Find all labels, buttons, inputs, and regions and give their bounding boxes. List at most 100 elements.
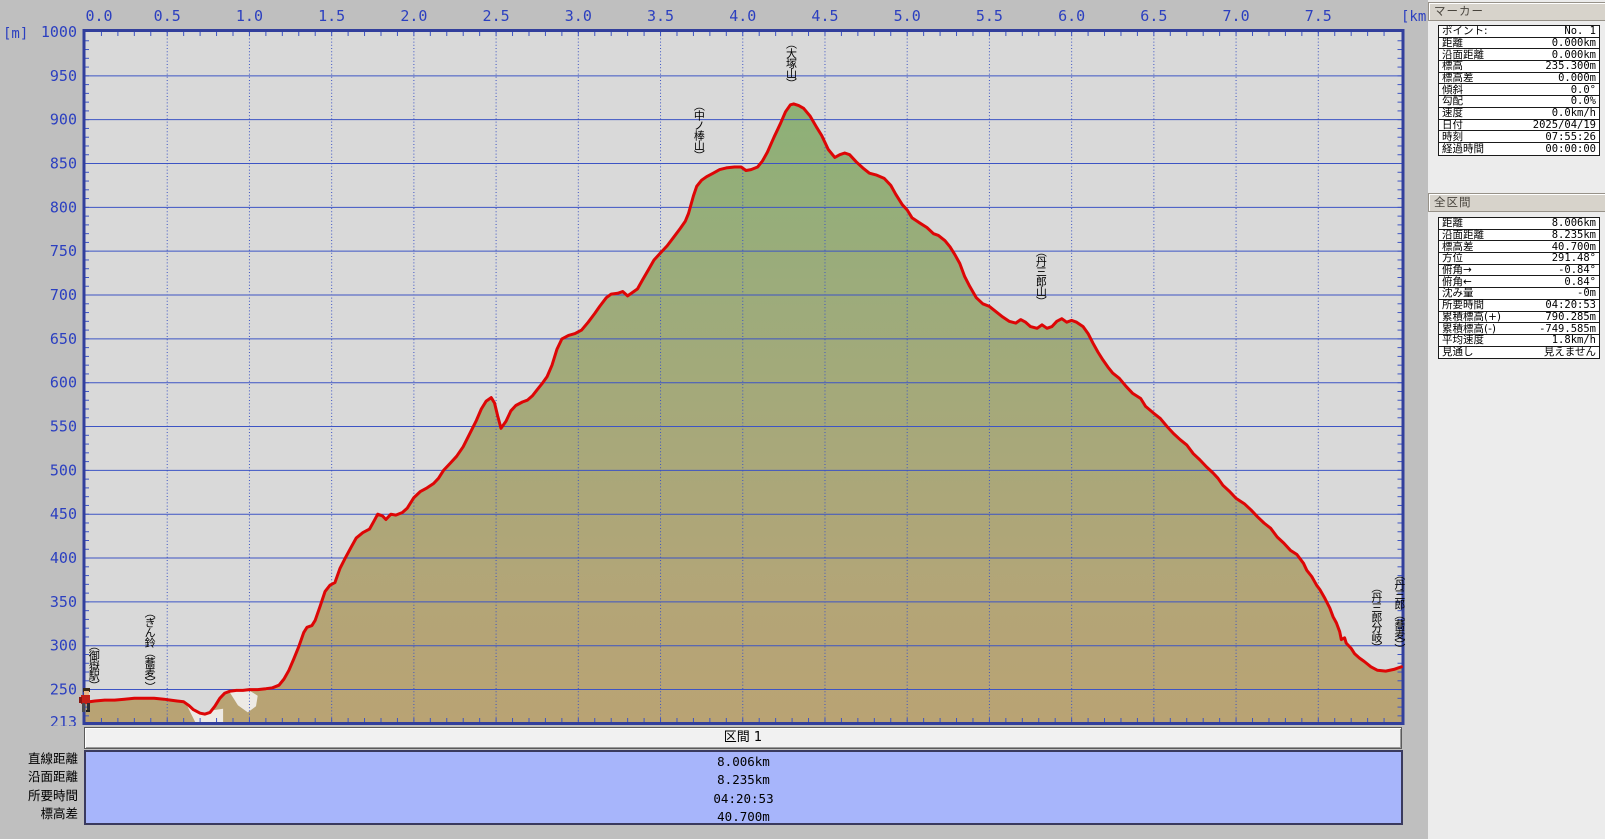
panel-row-value: 04:20:53: [1545, 299, 1596, 312]
x-tick-label: 2.0: [400, 7, 427, 25]
panel-row-label: 所要時間: [1442, 299, 1484, 312]
x-tick-label: 3.0: [565, 7, 592, 25]
panel-row: 傾斜 0.0°: [1439, 83, 1599, 97]
x-tick-label: 6.5: [1140, 7, 1167, 25]
panel-row: 標高差 40.700m: [1439, 240, 1599, 254]
y-tick-label: 300: [50, 637, 77, 655]
marker-panel-header[interactable]: マーカー: [1428, 2, 1605, 21]
hiker-icon: [79, 688, 90, 712]
x-tick-label: 1.5: [318, 7, 345, 25]
panel-row-value: 07:55:26: [1545, 130, 1596, 143]
x-tick-label: 5.5: [976, 7, 1003, 25]
y-axis-unit-label: [m]: [3, 26, 29, 42]
overall-panel-header[interactable]: 全区間: [1428, 193, 1605, 212]
panel-row-value: No. 1: [1564, 25, 1596, 38]
panel-row-value: 40.700m: [1551, 240, 1596, 253]
panel-row: 所要時間 04:20:53: [1439, 299, 1599, 312]
x-tick-label: 0.5: [154, 7, 181, 25]
panel-row-value: 8.006km: [1551, 217, 1596, 230]
y-tick-label: 950: [50, 67, 77, 85]
panel-row-value: -0m: [1577, 287, 1596, 300]
panel-row-label: 時刻: [1442, 130, 1463, 143]
x-tick-label: 0.0: [85, 7, 112, 25]
panel-row: 標高 235.300m: [1439, 61, 1599, 73]
panel-row-label: 累積標高(+): [1442, 310, 1501, 323]
y-tick-label: 500: [50, 461, 77, 479]
y-tick-label: 850: [50, 155, 77, 173]
panel-row-label: 標高: [1442, 60, 1463, 73]
y-tick-label: 250: [50, 681, 77, 699]
segment-value-elevation-diff: 40.700m: [717, 808, 770, 824]
panel-row: 俯角→ -0.84°: [1439, 264, 1599, 277]
panel-row-label: 沿面距離: [1442, 229, 1484, 242]
overall-table: 距離 8.006km 沿面距離 8.235km 標高差 40.700m 方位 291.48° 俯…: [1438, 217, 1600, 360]
x-tick-label: 1.0: [236, 7, 263, 25]
panel-row-label: 経過時間: [1442, 142, 1484, 155]
y-tick-label: 800: [50, 198, 77, 216]
y-tick-label: 350: [50, 593, 77, 611]
segment-row-label: 沿面距離: [27, 769, 78, 785]
y-tick-label: 450: [50, 505, 77, 523]
panel-row-value: 00:00:00: [1545, 142, 1596, 155]
segment-row-label: 標高差: [40, 805, 78, 821]
elevation-chart[interactable]: 0.0 0.5 1.0 1.5 2.0 2.5 3.0 3.5 4.0 4.5 5.0 5.5 6.0 6…: [0, 0, 1410, 726]
panel-row-value: 2025/04/19: [1532, 118, 1596, 131]
panel-row-label: 沿面距離: [1442, 48, 1484, 61]
segment-value-surface-distance: 8.235km: [717, 772, 770, 788]
panel-row-value: 1.8km/h: [1551, 334, 1596, 347]
segment-row-label: 所要時間: [27, 787, 78, 803]
panel-row: 累積標高(+) 790.285m: [1439, 310, 1599, 324]
panel-row: 距離 0.000km: [1439, 37, 1599, 50]
panel-row-value: 0.0°: [1570, 83, 1596, 96]
segment-row-labels: 直線距離 沿面距離 所要時間 標高差: [0, 750, 78, 823]
panel-row: 速度 0.0km/h: [1439, 107, 1599, 120]
segment-value-straight-distance: 8.006km: [717, 754, 770, 769]
panel-row-value: -0.84°: [1558, 264, 1596, 277]
panel-row-label: 累積標高(-): [1442, 322, 1496, 335]
panel-row-value: 0.0%: [1570, 95, 1596, 108]
x-tick-label: 7.0: [1223, 7, 1250, 25]
x-tick-label: 6.0: [1058, 7, 1085, 25]
x-tick-label: 4.5: [811, 7, 838, 25]
segment-values-box: 8.006km 8.235km 04:20:53 40.700m: [84, 750, 1403, 825]
chart-region: 0.0 0.5 1.0 1.5 2.0 2.5 3.0 3.5 4.0 4.5 5.0 5.5 6.0 6…: [0, 0, 1435, 726]
panel-row-value: 0.000km: [1551, 37, 1596, 50]
panel-row-value: 0.000km: [1551, 48, 1596, 61]
y-tick-label: 650: [50, 330, 77, 348]
panel-row-label: 標高差: [1442, 240, 1474, 253]
x-tick-label: 2.5: [483, 7, 510, 25]
x-tick-label: 7.5: [1305, 7, 1332, 25]
panel-row-label: 距離: [1442, 37, 1463, 50]
panel-row-label: 方位: [1442, 252, 1463, 265]
segment-value-required-time: 04:20:53: [713, 790, 774, 806]
panel-row: 沿面距離 8.235km: [1439, 229, 1599, 242]
panel-row-value: 見えません: [1543, 346, 1596, 359]
panel-row-label: ポイント:: [1442, 25, 1488, 38]
segment-header: 区間 1: [84, 727, 1402, 749]
y-tick-label: 550: [50, 418, 77, 436]
panel-row-label: 俯角←: [1442, 275, 1472, 288]
river-patch: [229, 689, 258, 713]
panel-row-label: 傾斜: [1442, 83, 1463, 96]
panel-row-label: 勾配: [1442, 95, 1463, 108]
panel-row-value: 0.84°: [1564, 275, 1596, 288]
panel-row-label: 距離: [1442, 217, 1463, 230]
river-patch: [183, 698, 224, 722]
panel-row: 累積標高(-) -749.585m: [1439, 323, 1599, 335]
panel-row-label: 俯角→: [1442, 264, 1472, 277]
panel-row: 経過時間 00:00:00: [1439, 142, 1599, 155]
x-tick-label: 5.0: [894, 7, 921, 25]
panel-row: 勾配 0.0%: [1439, 96, 1599, 108]
panel-row: 距離 8.006km: [1439, 218, 1599, 230]
segment-row-label: 直線距離: [27, 751, 78, 766]
panel-row: 沿面距離 0.000km: [1439, 48, 1599, 62]
panel-row-label: 速度: [1442, 107, 1463, 120]
y-tick-label: 213: [50, 713, 77, 726]
y-tick-label: 700: [50, 286, 77, 304]
x-tick-label: 4.0: [729, 7, 756, 25]
panel-row: 平均速度 1.8km/h: [1439, 334, 1599, 347]
panel-row-value: 0.0km/h: [1551, 107, 1596, 120]
y-tick-label: 900: [50, 111, 77, 129]
panel-row: 俯角← 0.84°: [1439, 275, 1599, 289]
